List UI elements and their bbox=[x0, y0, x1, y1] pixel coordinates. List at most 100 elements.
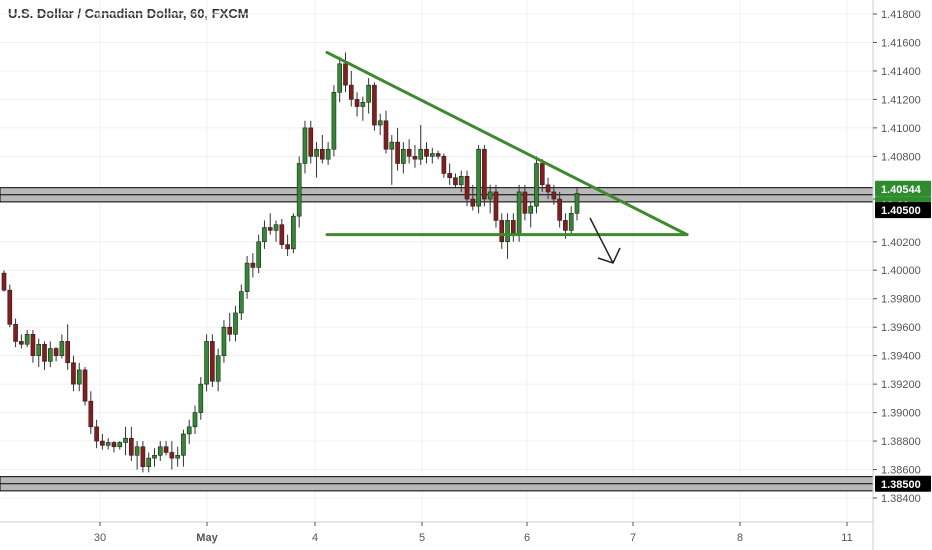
candle-body bbox=[285, 244, 290, 250]
candle-body bbox=[210, 341, 215, 382]
candle-body bbox=[134, 446, 140, 456]
x-tick-label: 30 bbox=[94, 532, 106, 544]
y-tick-label: 1.41600 bbox=[881, 37, 921, 49]
candle-body bbox=[36, 343, 42, 356]
candle-body bbox=[331, 91, 337, 150]
y-tick-label: 1.41800 bbox=[881, 9, 921, 21]
y-tick-label: 1.40200 bbox=[881, 237, 921, 249]
candle-body bbox=[157, 446, 163, 456]
y-tick-label: 1.39800 bbox=[881, 294, 921, 306]
candle-body bbox=[7, 289, 13, 325]
y-tick-label: 1.39600 bbox=[881, 322, 921, 334]
candle-body bbox=[314, 148, 319, 157]
candle-body bbox=[13, 324, 18, 342]
candle-body bbox=[256, 241, 261, 268]
candle-body bbox=[47, 348, 53, 362]
current-price-label-bg bbox=[875, 180, 931, 197]
candle-body bbox=[111, 442, 117, 448]
candle-body bbox=[447, 173, 452, 179]
x-tick-label: 8 bbox=[737, 532, 743, 544]
x-tick-label: May bbox=[196, 532, 218, 544]
candle-body bbox=[551, 191, 557, 200]
candle-body bbox=[65, 341, 70, 364]
candle-body bbox=[1, 272, 7, 291]
x-tick-label: 11 bbox=[841, 532, 852, 544]
down-arrow-shaft bbox=[589, 217, 614, 264]
candle-body bbox=[198, 383, 204, 413]
candle-body bbox=[204, 341, 209, 385]
candle-body bbox=[435, 153, 441, 157]
candle-body bbox=[186, 426, 192, 435]
candle-body bbox=[534, 163, 539, 207]
candle-body bbox=[499, 220, 505, 243]
candle-body bbox=[181, 433, 186, 456]
candle-body bbox=[429, 153, 435, 157]
candle-body bbox=[152, 454, 157, 459]
candle-body bbox=[482, 148, 487, 200]
candle-body bbox=[215, 355, 221, 382]
candle-body bbox=[325, 148, 331, 160]
down-arrow-head bbox=[597, 247, 621, 264]
candle-body bbox=[528, 205, 534, 214]
candle-body bbox=[563, 220, 568, 231]
candle-body bbox=[30, 333, 36, 356]
candle-body bbox=[129, 437, 134, 456]
candle-body bbox=[574, 193, 580, 214]
candle-body bbox=[511, 220, 516, 235]
candle-body bbox=[493, 191, 499, 221]
candle-body bbox=[296, 163, 302, 217]
x-tick-label: 5 bbox=[419, 532, 425, 544]
candle-body bbox=[320, 148, 325, 160]
candle-body bbox=[366, 84, 371, 103]
y-tick-label: 1.41200 bbox=[881, 94, 921, 106]
candle-body bbox=[42, 343, 47, 362]
candle-body bbox=[279, 224, 285, 245]
candle-body bbox=[244, 262, 250, 292]
candle-body bbox=[406, 148, 412, 157]
candle-body bbox=[233, 312, 238, 335]
candle-body bbox=[383, 120, 389, 150]
candle-body bbox=[82, 369, 88, 402]
current-price-label: 1.40544 bbox=[881, 184, 922, 196]
candle-body bbox=[169, 452, 175, 459]
candle-body bbox=[59, 341, 65, 356]
candle-body bbox=[221, 326, 227, 356]
candle-body bbox=[262, 227, 267, 243]
resistance-price-label-bg bbox=[875, 202, 931, 219]
candle-body bbox=[464, 175, 470, 200]
descending-trendline[interactable] bbox=[325, 50, 689, 237]
candle-body bbox=[250, 262, 256, 268]
candle-body bbox=[372, 84, 377, 126]
candle-body bbox=[487, 191, 493, 200]
candle-body bbox=[88, 400, 94, 428]
candle-body bbox=[424, 148, 429, 157]
candle-body bbox=[354, 99, 360, 107]
candle-body bbox=[395, 141, 400, 164]
candle-body bbox=[377, 120, 383, 126]
candle-body bbox=[389, 141, 395, 150]
resistance-price-label: 1.40500 bbox=[881, 205, 921, 217]
candle-body bbox=[175, 454, 180, 459]
candle-body bbox=[123, 437, 128, 443]
y-tick-label: 1.40000 bbox=[881, 265, 921, 277]
candle-body bbox=[76, 369, 82, 385]
candle-body bbox=[516, 191, 522, 235]
candle-body bbox=[273, 224, 279, 231]
candle-body bbox=[505, 220, 510, 243]
candle-body bbox=[105, 442, 111, 446]
candle-body bbox=[19, 341, 24, 345]
candle-body bbox=[470, 198, 476, 207]
candle-body bbox=[476, 148, 481, 207]
y-tick-label: 1.39200 bbox=[881, 379, 921, 391]
candle-body bbox=[192, 412, 198, 428]
candle-body bbox=[458, 175, 464, 186]
candle-body bbox=[238, 291, 244, 314]
y-tick-label: 1.41000 bbox=[881, 123, 921, 135]
y-tick-label: 1.40800 bbox=[881, 151, 921, 163]
candle-body bbox=[308, 127, 314, 157]
candle-body bbox=[163, 446, 169, 453]
candle-body bbox=[360, 101, 366, 107]
candle-body bbox=[412, 156, 418, 160]
y-tick-label: 1.39400 bbox=[881, 351, 921, 363]
